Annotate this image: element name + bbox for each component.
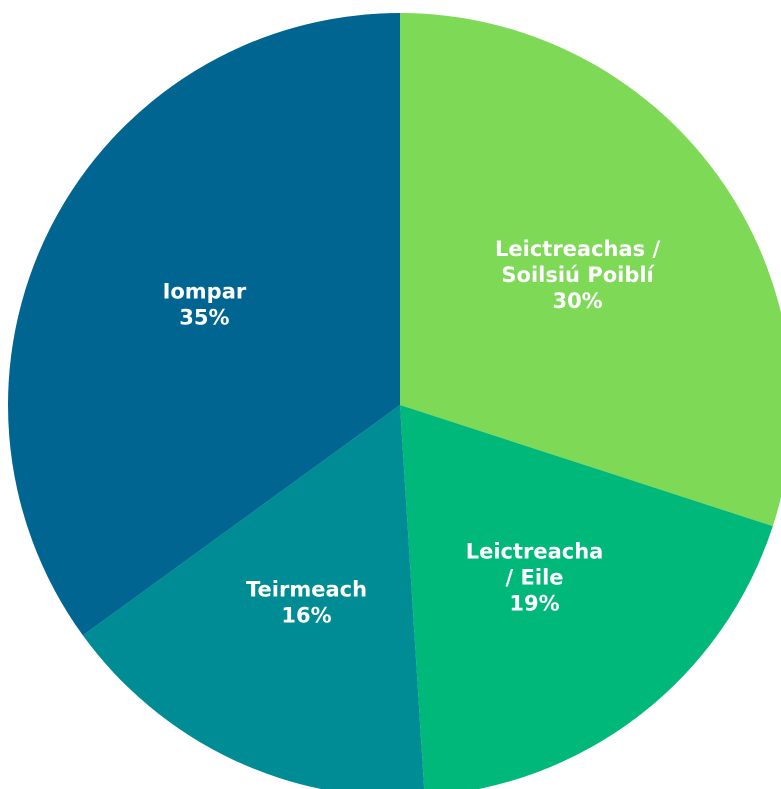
slice-label-line: Leictreachas / bbox=[495, 237, 660, 261]
slice-value-label: 35% bbox=[179, 305, 229, 329]
slice-label-line: Iompar bbox=[163, 279, 247, 303]
slice-label: Leictreacha / Eile bbox=[466, 539, 604, 589]
slice-label: Leictreachas / Soilsiú Poiblí bbox=[495, 237, 660, 287]
pie-slice bbox=[400, 13, 781, 527]
slice-value-label: 30% bbox=[552, 289, 602, 313]
slice-label-line: / Eile bbox=[506, 565, 564, 589]
pie-slice bbox=[8, 13, 401, 636]
slice-label-line: Leictreacha bbox=[466, 539, 604, 563]
slice-label: Iompar bbox=[163, 279, 247, 303]
slice-value-label: 19% bbox=[509, 591, 559, 615]
slice-label-line: Teirmeach bbox=[246, 578, 367, 602]
slice-value-label: 16% bbox=[281, 604, 331, 628]
slice-label-line: Soilsiú Poiblí bbox=[501, 263, 655, 287]
pie-slice bbox=[82, 405, 425, 789]
pie-slice bbox=[400, 405, 773, 789]
slice-label: Teirmeach bbox=[246, 578, 367, 602]
